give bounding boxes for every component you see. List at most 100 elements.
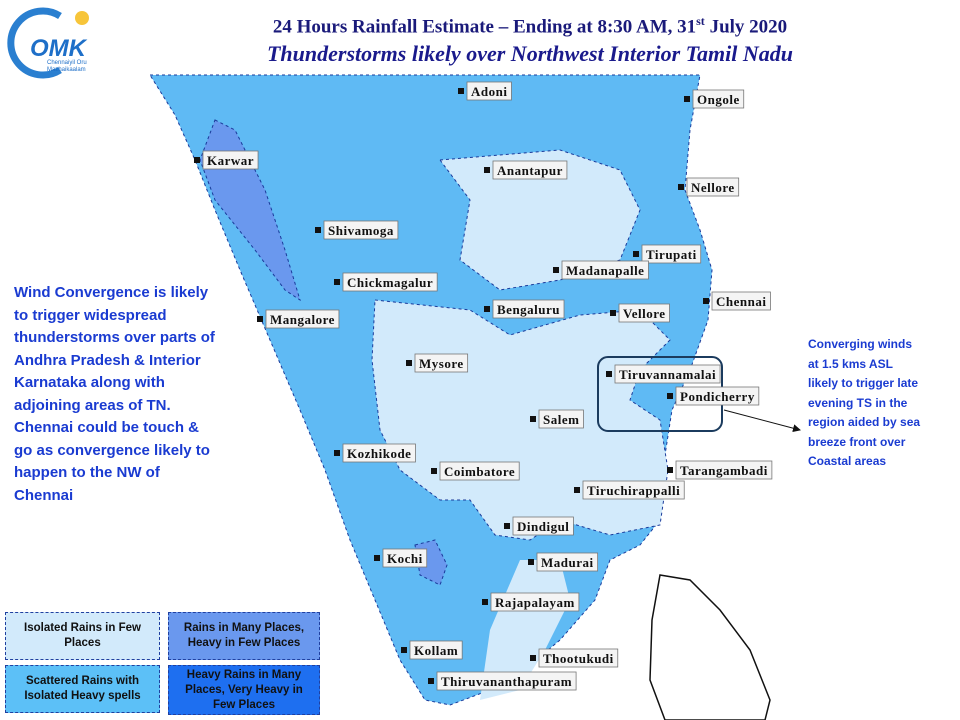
subtitle: Thunderstorms likely over Northwest Inte… [266, 41, 794, 66]
note-line: Chennai could be touch & [14, 419, 200, 436]
city-label: Chennai [716, 294, 766, 309]
city-label: Anantapur [497, 163, 563, 178]
city-label-bg [692, 89, 745, 109]
legend-box: Rains in Many Places, Heavy in Few Place… [168, 612, 320, 660]
note-line: to trigger widespread [14, 306, 167, 324]
legend-box: Heavy Rains in Many Places, Very Heavy i… [168, 665, 320, 715]
city-label-bg [512, 516, 574, 536]
arrow [723, 409, 801, 433]
city-label: Vellore [623, 306, 666, 321]
note-line: Chennai [14, 486, 74, 504]
city-label: Ongole [697, 92, 740, 107]
note-line: Coastal areas [808, 454, 887, 468]
city-dot [315, 227, 321, 233]
city-dot [667, 393, 673, 399]
city-dot [484, 167, 490, 173]
city-dot [458, 88, 464, 94]
city-dot [574, 487, 580, 493]
city-dot [374, 555, 380, 561]
city-dot [406, 360, 412, 366]
note-line: breeze front over [808, 434, 906, 449]
note-line: evening TS in the [808, 395, 908, 410]
city-dot [684, 96, 690, 102]
note-line: Karnataka along with [14, 374, 165, 391]
city-label-bg [641, 244, 702, 264]
city-label: Pondicherry [680, 389, 755, 404]
title-sup: st [696, 14, 705, 28]
city-dot [504, 523, 510, 529]
city-dot [431, 468, 437, 474]
city-label-bg [536, 552, 599, 572]
city-label-bg [538, 648, 619, 668]
city-label-bg [492, 160, 568, 180]
city-label-bg [618, 303, 670, 323]
city-label: Coimbatore [444, 464, 515, 479]
note-line: thunderstorms over parts of [14, 329, 215, 346]
logo-name: OMK [30, 35, 88, 62]
city-dot [528, 559, 534, 565]
note-line: at 1.5 kms ASL [808, 356, 893, 371]
city-dot [678, 184, 684, 190]
city-label-bg [466, 81, 512, 101]
city-dot [401, 647, 407, 653]
city-label: Salem [543, 412, 579, 427]
city-label-bg [265, 309, 340, 329]
note-line: adjoining areas of TN. [14, 396, 171, 414]
city-dot [553, 267, 559, 273]
city-label-bg [538, 409, 584, 429]
city-label-bg [202, 150, 259, 170]
note-line: Wind Convergence is likely [14, 284, 209, 301]
city-dot [606, 371, 612, 377]
city-label-bg [382, 548, 428, 568]
city-dot [257, 316, 263, 322]
city-label: Thootukudi [543, 651, 614, 666]
city-label: Chickmagalur [347, 275, 433, 290]
city-label-bg [409, 640, 463, 660]
city-label-bg [675, 460, 773, 480]
note-line: Andhra Pradesh & Interior [14, 351, 201, 369]
note-line: Converging winds [808, 337, 913, 351]
city-dot [334, 279, 340, 285]
city-dot [633, 251, 639, 257]
legend-box: Isolated Rains in Few Places [5, 612, 160, 660]
logo-tagline: Chennaiyil Oru [47, 60, 87, 66]
note-line: likely to trigger late [808, 376, 919, 390]
city-label-bg [323, 220, 399, 240]
city-label: Karwar [207, 153, 254, 168]
city-dot [610, 310, 616, 316]
title-text: 24 Hours Rainfall Estimate – Ending at 8… [272, 16, 697, 38]
city-label: Bengaluru [497, 302, 560, 317]
city-label: Adoni [471, 84, 507, 99]
city-label-bg [342, 443, 416, 463]
city-label-bg [614, 364, 721, 384]
city-label-bg [675, 386, 760, 406]
city-label-bg [711, 291, 771, 311]
city-dot [428, 678, 434, 684]
city-label-bg [492, 299, 565, 319]
city-dot [530, 416, 536, 422]
logo: OMK Chennaiyil Oru Mazhaikaalam [7, 7, 89, 79]
city-label: Thiruvananthapuram [441, 674, 572, 689]
city-label-bg [439, 461, 520, 481]
city-label: Tirupati [646, 247, 697, 262]
logo-tagline: Mazhaikaalam [47, 67, 86, 73]
city-dot [530, 655, 536, 661]
legend-box: Scattered Rains with Isolated Heavy spel… [5, 665, 160, 713]
city-label: Tiruchirappalli [587, 483, 680, 498]
city-dot [194, 157, 200, 163]
city-dot [482, 599, 488, 605]
city-dot [334, 450, 340, 456]
city-label: Tiruvannamalai [619, 367, 716, 382]
city-label: Kozhikode [347, 446, 411, 461]
city-label-bg [490, 592, 580, 612]
city-label: Dindigul [517, 519, 569, 534]
city-label: Tarangambadi [680, 463, 768, 478]
city-label: Mysore [419, 356, 464, 371]
city-dot [484, 306, 490, 312]
city-label: Madurai [541, 555, 594, 570]
note-line: region aided by sea [808, 415, 921, 429]
city-label: Mangalore [270, 312, 335, 327]
note-line: go as convergence likely to [14, 441, 210, 459]
city-label: Rajapalayam [495, 595, 575, 610]
